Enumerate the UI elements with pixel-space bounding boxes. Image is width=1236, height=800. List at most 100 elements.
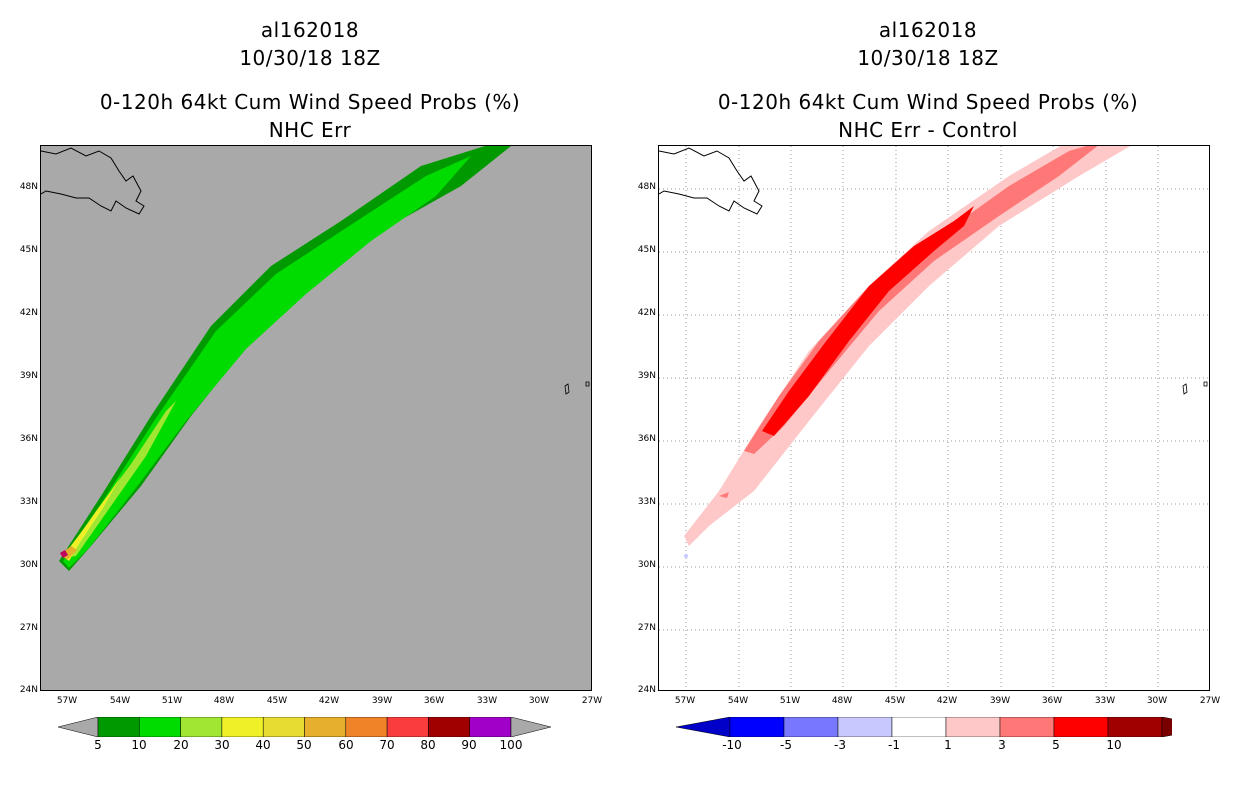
right-lon-label: 54W	[727, 696, 749, 706]
left-lon-label: 42W	[318, 696, 340, 706]
right-lat-label: 42N	[637, 308, 656, 318]
right-map-panel	[658, 145, 1210, 691]
left-legend-label: 10	[131, 738, 147, 752]
right-lon-label: 51W	[779, 696, 801, 706]
left-lat-label: 48N	[19, 182, 38, 192]
right-lon-label: 36W	[1041, 696, 1063, 706]
left-lon-label: 54W	[109, 696, 131, 706]
right-legend-label: 1	[944, 738, 952, 752]
right-colorbar	[676, 717, 1172, 737]
right-lon-label: 27W	[1199, 696, 1221, 706]
right-lat-label: 48N	[637, 182, 656, 192]
left-colorbar-cells	[97, 717, 512, 737]
right-legend-label: 3	[998, 738, 1006, 752]
left-datetime: 10/30/18 18Z	[239, 46, 381, 70]
left-map-svg	[41, 146, 590, 571]
left-legend-label: 60	[338, 738, 354, 752]
left-lat-label: 30N	[19, 560, 38, 570]
right-lon-label: 57W	[674, 696, 696, 706]
right-legend-swatch	[783, 717, 839, 737]
right-lon-label: 48W	[831, 696, 853, 706]
right-legend-label: -10	[722, 738, 742, 752]
left-lat-label: 33N	[19, 497, 38, 507]
right-lat-label: 33N	[637, 497, 656, 507]
right-negative-dot	[684, 554, 688, 558]
left-legend-swatch	[304, 717, 347, 737]
right-legend-label: -5	[780, 738, 792, 752]
left-lat-label: 24N	[19, 685, 38, 695]
left-swath-80	[60, 550, 68, 558]
left-lon-label: 57W	[56, 696, 78, 706]
right-lon-label: 30W	[1146, 696, 1168, 706]
right-subtitle: NHC Err - Control	[838, 118, 1018, 142]
right-map-svg	[659, 146, 1209, 690]
left-newfoundland-coast	[41, 147, 145, 215]
left-lon-label: 27W	[581, 696, 603, 706]
right-legend-swatch	[891, 717, 947, 737]
right-lat-label: 27N	[637, 623, 656, 633]
left-lon-label: 36W	[423, 696, 445, 706]
left-legend-swatch	[139, 717, 181, 737]
left-swath-5	[59, 146, 511, 571]
left-legend-swatch	[262, 717, 305, 737]
left-colorbar	[58, 717, 552, 737]
left-legend-label: 30	[214, 738, 230, 752]
left-lon-label: 33W	[476, 696, 498, 706]
right-legend-swatch	[999, 717, 1055, 737]
left-lon-label: 48W	[213, 696, 235, 706]
left-swath-10	[63, 156, 471, 568]
right-lat-label: 45N	[637, 245, 656, 255]
left-subtitle: NHC Err	[268, 118, 352, 142]
left-lon-label: 45W	[266, 696, 288, 706]
left-legend-swatch	[428, 717, 470, 737]
right-legend-swatch	[945, 717, 1001, 737]
right-product-title: 0-120h 64kt Cum Wind Speed Probs (%)	[717, 90, 1139, 114]
left-product-title: 0-120h 64kt Cum Wind Speed Probs (%)	[99, 90, 521, 114]
left-legend-label: 50	[296, 738, 312, 752]
right-lat-label: 36N	[637, 434, 656, 444]
right-legend-over	[1161, 717, 1172, 737]
right-legend-label: -3	[834, 738, 846, 752]
right-swath-small	[719, 492, 729, 498]
right-storm-id: al162018	[878, 18, 978, 42]
right-legend-under	[676, 717, 731, 737]
right-lat-label: 30N	[637, 560, 656, 570]
left-legend-label: 20	[173, 738, 189, 752]
left-storm-id: al162018	[260, 18, 360, 42]
left-swath-30	[63, 476, 121, 561]
left-legend-swatch	[386, 717, 429, 737]
left-legend-label: 80	[420, 738, 436, 752]
left-legend-label: 90	[461, 738, 477, 752]
left-colorbar-under	[58, 717, 99, 737]
left-legend-label: 40	[255, 738, 271, 752]
left-islands	[564, 381, 590, 395]
left-lat-label: 42N	[19, 308, 38, 318]
right-newfoundland-coast	[659, 147, 763, 215]
left-legend-label: 100	[499, 738, 523, 752]
left-legend-label: 5	[94, 738, 102, 752]
right-swath-5	[762, 206, 974, 436]
left-lon-label: 30W	[528, 696, 550, 706]
left-legend-swatch	[180, 717, 223, 737]
right-legend-swatch	[837, 717, 893, 737]
right-swath-1	[684, 146, 1131, 546]
right-legend-label: 10	[1106, 738, 1122, 752]
left-legend-label: 70	[379, 738, 395, 752]
right-lat-label: 39N	[637, 371, 656, 381]
left-legend-swatch	[97, 717, 140, 737]
right-legend-swatch	[1053, 717, 1109, 737]
right-datetime: 10/30/18 18Z	[857, 46, 999, 70]
left-lat-label: 39N	[19, 371, 38, 381]
right-lon-label: 42W	[936, 696, 958, 706]
right-lon-label: 45W	[884, 696, 906, 706]
left-colorbar-over	[510, 717, 552, 737]
right-legend-swatch	[729, 717, 785, 737]
left-lat-label: 45N	[19, 245, 38, 255]
right-lon-label: 33W	[1094, 696, 1116, 706]
left-legend-swatch	[221, 717, 264, 737]
left-lon-label: 51W	[161, 696, 183, 706]
left-lat-label: 36N	[19, 434, 38, 444]
right-colorbar-cells	[676, 717, 1172, 737]
left-map-panel	[40, 145, 592, 691]
left-lat-label: 27N	[19, 623, 38, 633]
